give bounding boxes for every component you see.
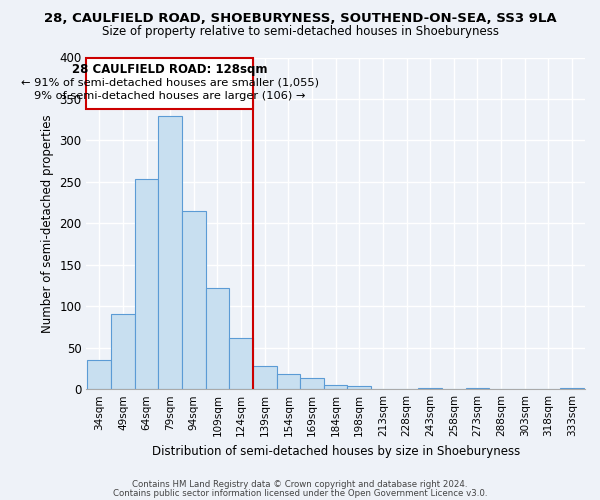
Bar: [206, 288, 229, 389]
Text: 28, CAULFIELD ROAD, SHOEBURYNESS, SOUTHEND-ON-SEA, SS3 9LA: 28, CAULFIELD ROAD, SHOEBURYNESS, SOUTHE…: [44, 12, 556, 26]
Bar: [88, 360, 111, 389]
Text: Contains public sector information licensed under the Open Government Licence v3: Contains public sector information licen…: [113, 488, 487, 498]
Text: 9% of semi-detached houses are larger (106) →: 9% of semi-detached houses are larger (1…: [34, 90, 305, 101]
Bar: [158, 116, 182, 389]
Bar: [135, 178, 158, 389]
Bar: [253, 366, 277, 389]
Bar: [229, 338, 253, 389]
Bar: [418, 388, 442, 389]
Bar: [466, 388, 489, 389]
Bar: [347, 386, 371, 389]
Y-axis label: Number of semi-detached properties: Number of semi-detached properties: [41, 114, 53, 332]
Bar: [300, 378, 324, 389]
X-axis label: Distribution of semi-detached houses by size in Shoeburyness: Distribution of semi-detached houses by …: [152, 444, 520, 458]
FancyBboxPatch shape: [86, 58, 253, 109]
Bar: [560, 388, 584, 389]
Text: ← 91% of semi-detached houses are smaller (1,055): ← 91% of semi-detached houses are smalle…: [20, 78, 319, 88]
Text: Size of property relative to semi-detached houses in Shoeburyness: Size of property relative to semi-detach…: [101, 25, 499, 38]
Bar: [324, 385, 347, 389]
Text: Contains HM Land Registry data © Crown copyright and database right 2024.: Contains HM Land Registry data © Crown c…: [132, 480, 468, 489]
Bar: [182, 211, 206, 389]
Text: 28 CAULFIELD ROAD: 128sqm: 28 CAULFIELD ROAD: 128sqm: [72, 64, 268, 76]
Bar: [111, 314, 135, 389]
Bar: [277, 374, 300, 389]
